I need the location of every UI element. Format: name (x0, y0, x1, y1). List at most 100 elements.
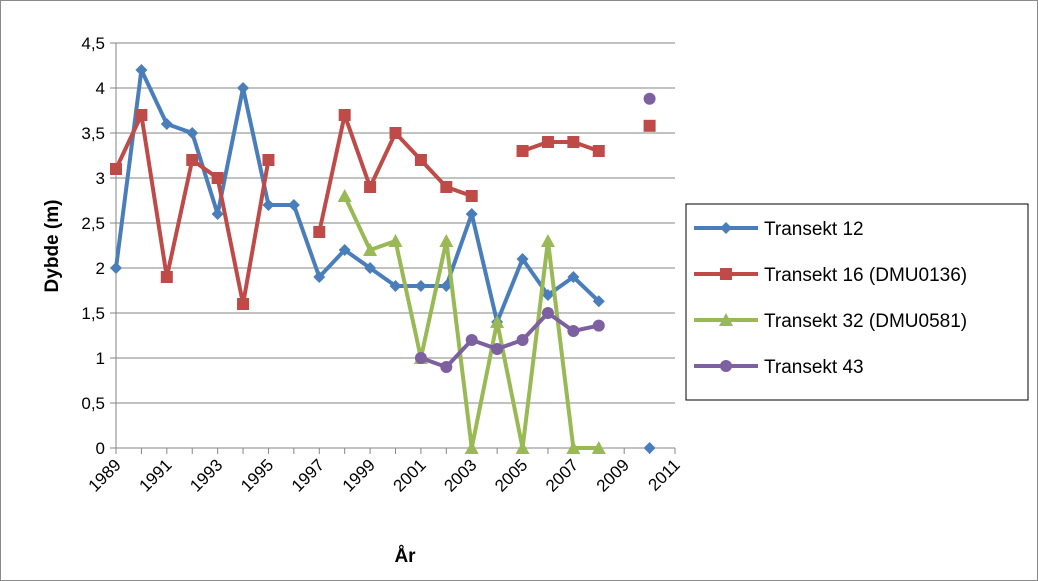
data-point (135, 64, 148, 76)
data-point (313, 271, 326, 283)
data-point (516, 253, 529, 265)
data-point (465, 334, 478, 346)
data-point (440, 280, 453, 292)
data-point (364, 262, 377, 274)
data-point (389, 127, 402, 139)
data-point (567, 271, 580, 283)
data-point (363, 243, 378, 256)
x-tick-label: 2007 (542, 455, 582, 495)
x-tick-label: 1991 (135, 455, 175, 495)
data-point (160, 271, 173, 283)
x-tick-label: 2011 (645, 455, 684, 494)
y-tick-label: 0 (96, 439, 105, 458)
series-4 (414, 92, 656, 373)
data-point (439, 234, 454, 247)
x-axis-title: År (394, 546, 416, 567)
x-tick-label: 1993 (186, 455, 226, 495)
x-tick-label: 1997 (288, 455, 328, 495)
data-point (643, 92, 656, 105)
data-point (364, 181, 377, 193)
data-point (287, 199, 300, 211)
data-point (414, 154, 427, 166)
data-point (440, 361, 453, 373)
data-point (490, 315, 505, 328)
data-point (237, 298, 250, 310)
data-point (541, 289, 554, 301)
series-line (114, 68, 601, 324)
y-tick-label: 1 (96, 349, 105, 368)
data-point (465, 190, 478, 202)
x-tick-label: 1995 (237, 455, 277, 495)
legend-marker (720, 222, 732, 234)
legend: Transekt 12 Transekt 16 (DMU0136) Transekt… (685, 203, 1029, 401)
data-point (592, 295, 605, 308)
series-1 (110, 64, 656, 454)
data-point (160, 118, 173, 130)
data-point (211, 208, 224, 220)
series-line (114, 113, 271, 306)
data-point (262, 199, 275, 211)
data-point (262, 154, 275, 166)
data-point (338, 244, 351, 256)
legend-label: Transekt 16 (DMU0136) (764, 265, 967, 286)
gridlines (116, 42, 675, 404)
series-line (420, 311, 600, 369)
data-point (516, 334, 529, 346)
data-point (338, 109, 351, 121)
x-tick-label: 2009 (593, 455, 633, 495)
y-axis-title: Dybde (m) (42, 200, 63, 293)
data-point (491, 343, 504, 355)
axes (110, 42, 676, 454)
legend-label: Transekt 43 (764, 357, 864, 378)
data-point (567, 136, 580, 148)
legend-marker (720, 268, 732, 280)
legend-label: Transekt 12 (764, 219, 864, 240)
data-point (567, 325, 580, 337)
y-tick-label: 1,5 (81, 304, 105, 323)
data-point (516, 145, 529, 157)
legend-marker (719, 313, 733, 326)
data-point (110, 262, 122, 274)
data-point (541, 136, 554, 148)
data-point (592, 319, 605, 332)
data-point (186, 127, 199, 139)
data-point (465, 208, 478, 220)
data-point (541, 307, 554, 319)
data-point (135, 109, 148, 121)
y-axis-tick-labels: 0 0,5 1 1,5 2 2,5 3 3,5 4 4,5 (81, 34, 105, 458)
data-point (464, 441, 479, 454)
data-point (440, 181, 453, 193)
data-point (337, 189, 352, 202)
data-point (389, 280, 402, 292)
y-tick-label: 3,5 (81, 124, 105, 143)
x-tick-label: 2001 (390, 455, 430, 495)
data-point (414, 352, 427, 364)
data-point (592, 145, 605, 157)
x-tick-label: 1999 (339, 455, 379, 495)
data-point (643, 119, 656, 132)
data-point (110, 163, 122, 175)
x-tick-label: 2003 (440, 455, 480, 495)
y-tick-label: 2 (96, 259, 105, 278)
data-point (566, 441, 581, 454)
data-point (313, 226, 326, 238)
y-tick-label: 4 (96, 79, 105, 98)
x-tick-label: 1989 (85, 455, 125, 495)
series-3 (337, 189, 606, 454)
data-series (110, 64, 656, 454)
series-2 (110, 109, 656, 310)
x-axis-tick-labels: 1989 1991 1993 1995 1997 1999 2001 2003 2005 2007… (85, 455, 684, 495)
series-line (521, 140, 600, 153)
legend-marker (720, 360, 732, 372)
legend-label: Transekt 32 (DMU0581) (764, 311, 967, 332)
data-point (643, 442, 656, 454)
data-point (414, 280, 427, 292)
y-tick-label: 2,5 (81, 214, 105, 233)
data-point (515, 441, 530, 454)
y-tick-label: 3 (96, 169, 105, 188)
y-tick-label: 4,5 (81, 34, 105, 53)
data-point (591, 441, 606, 454)
data-point (388, 234, 403, 247)
x-tick-label: 2005 (491, 455, 531, 495)
